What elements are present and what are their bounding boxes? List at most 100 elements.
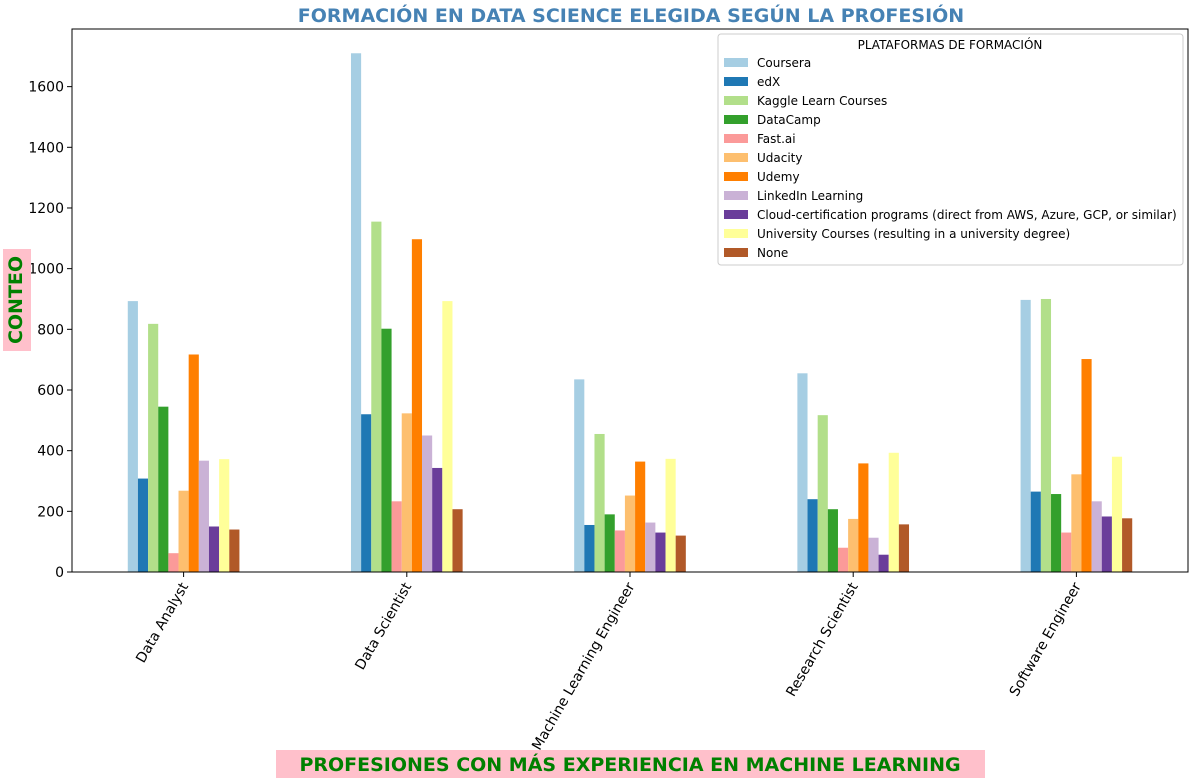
legend-label: Coursera xyxy=(757,56,811,70)
bar xyxy=(604,514,615,572)
legend: PLATAFORMAS DE FORMACIÓN Coursera edX Kagg… xyxy=(717,33,1184,266)
y-tick-label: 800 xyxy=(37,322,64,338)
chart-title: FORMACIÓN EN DATA SCIENCE ELEGIDA SEGÚN … xyxy=(298,3,964,27)
y-tick-label: 1400 xyxy=(28,140,64,156)
legend-swatch xyxy=(724,210,748,219)
legend-swatch xyxy=(724,77,748,86)
bar xyxy=(432,467,443,572)
bar xyxy=(1030,491,1041,572)
bar xyxy=(665,458,676,572)
bar xyxy=(391,501,402,572)
bar xyxy=(158,406,169,572)
y-axis-label: CONTEO xyxy=(5,256,27,344)
legend-swatch xyxy=(724,96,748,105)
bar xyxy=(411,239,423,572)
bar xyxy=(1091,501,1102,572)
bar xyxy=(229,529,240,572)
bar xyxy=(574,379,585,572)
legend-title: PLATAFORMAS DE FORMACIÓN xyxy=(858,37,1043,52)
x-tick-label: Machine Learning Engineer xyxy=(529,580,638,753)
legend-label: Fast.ai xyxy=(757,132,796,146)
y-tick-label: 1200 xyxy=(28,201,64,217)
ylabel-highlight xyxy=(3,249,31,351)
bar xyxy=(797,373,808,572)
y-tick-label: 400 xyxy=(37,444,64,460)
bar xyxy=(675,535,686,572)
bar xyxy=(361,414,372,572)
x-axis: Data Analyst Data Scientist Machine Learni… xyxy=(133,572,1085,753)
bar xyxy=(807,499,818,572)
x-tick-label: Research Scientist xyxy=(783,580,862,700)
bar xyxy=(1040,298,1052,572)
y-tick-label: 0 xyxy=(55,565,64,581)
bar xyxy=(188,354,199,572)
legend-label: University Courses (resulting in a unive… xyxy=(757,227,1070,241)
x-tick-label: Data Scientist xyxy=(352,580,415,673)
bar xyxy=(371,221,382,573)
legend-box xyxy=(717,33,1184,266)
legend-label: Udacity xyxy=(757,151,803,165)
bar xyxy=(868,537,879,572)
bar xyxy=(148,323,159,572)
bar xyxy=(878,554,889,572)
bar xyxy=(381,328,392,572)
bar xyxy=(1101,516,1112,572)
legend-label: Udemy xyxy=(757,170,800,184)
bar xyxy=(1111,456,1123,572)
bar xyxy=(350,53,362,572)
legend-swatch xyxy=(724,191,748,200)
bar xyxy=(635,461,646,572)
bar xyxy=(898,524,910,572)
bar xyxy=(1020,299,1031,572)
bars-layer xyxy=(127,53,1133,573)
bar xyxy=(1071,474,1082,572)
bar xyxy=(178,490,189,572)
bar xyxy=(198,460,209,572)
bar xyxy=(655,532,666,572)
bar xyxy=(858,463,869,572)
bar xyxy=(1051,494,1062,572)
y-tick-label: 1000 xyxy=(28,262,64,278)
bar xyxy=(422,435,433,572)
plot-frame xyxy=(71,28,1189,573)
bar xyxy=(594,433,605,572)
bar xyxy=(1122,518,1133,572)
bar xyxy=(1081,359,1092,572)
bar xyxy=(137,478,149,572)
legend-swatch xyxy=(724,115,748,124)
bar xyxy=(208,526,220,572)
bar xyxy=(401,413,412,572)
legend-label: None xyxy=(757,246,788,260)
legend-label: DataCamp xyxy=(757,113,821,127)
bar xyxy=(442,301,453,572)
legend-swatch xyxy=(724,172,748,181)
legend-items: Coursera edX Kaggle Learn Courses DataCamp F… xyxy=(724,56,1177,260)
legend-swatch xyxy=(724,229,748,238)
y-tick-label: 600 xyxy=(37,383,64,399)
bar xyxy=(168,553,179,572)
bar xyxy=(614,530,625,572)
legend-swatch xyxy=(724,248,748,257)
bar xyxy=(848,518,859,572)
legend-label: edX xyxy=(757,75,780,89)
bar xyxy=(219,459,230,572)
bar xyxy=(817,415,828,572)
bar xyxy=(1061,532,1072,572)
bar xyxy=(584,524,595,572)
y-tick-label: 200 xyxy=(37,504,64,520)
x-tick-label: Data Analyst xyxy=(133,580,192,666)
y-axis: 0 200 400 600 800 1000 1200 1400 1600 xyxy=(28,80,72,581)
x-tick-label: Software Engineer xyxy=(1007,580,1085,700)
bar xyxy=(827,509,838,572)
legend-swatch xyxy=(724,153,748,162)
bar xyxy=(645,522,656,572)
bar xyxy=(888,452,899,572)
legend-swatch xyxy=(724,134,748,143)
xlabel-highlight xyxy=(276,750,985,778)
legend-swatch xyxy=(724,58,748,67)
y-tick-label: 1600 xyxy=(28,80,64,96)
bar xyxy=(452,509,463,572)
bar xyxy=(837,547,849,572)
x-axis-label: PROFESIONES CON MÁS EXPERIENCIA EN MACHI… xyxy=(299,753,960,776)
